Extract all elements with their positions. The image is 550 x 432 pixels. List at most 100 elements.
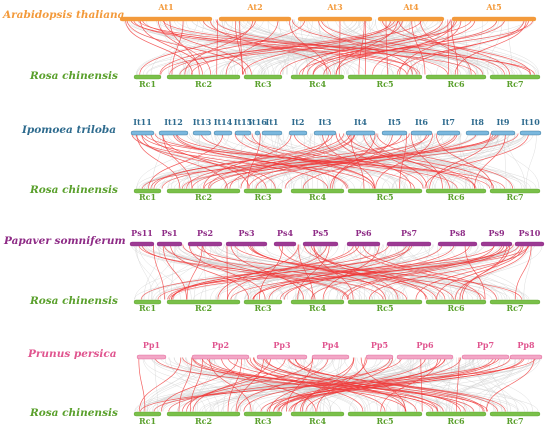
chromosome-bar-it8 [465, 130, 490, 136]
highlighted-link [141, 133, 228, 189]
highlighted-link [253, 244, 443, 300]
highlighted-link [215, 19, 448, 75]
chromosome-label-ps11: Ps11 [131, 228, 153, 238]
background-link [173, 19, 335, 75]
background-link [143, 244, 161, 300]
background-link [317, 244, 391, 300]
highlighted-link [225, 19, 279, 75]
highlighted-link [350, 133, 365, 189]
chromosome-bar-at5 [451, 16, 537, 22]
highlighted-link [209, 19, 331, 75]
background-link [135, 357, 393, 412]
background-link [351, 133, 527, 189]
background-link [171, 244, 175, 300]
chromosome-label-rc1: Rc1 [139, 303, 156, 313]
background-link [268, 244, 516, 300]
chromosome-bar-rc5 [347, 411, 423, 417]
chromosome-bar-it13 [192, 130, 212, 136]
highlighted-link [435, 133, 493, 189]
highlighted-link [341, 244, 495, 300]
highlighted-link [209, 133, 477, 189]
chromosome-bar-rc3 [243, 411, 283, 417]
background-link [397, 357, 414, 412]
chromosome-bar-rc7 [489, 299, 541, 305]
background-link [507, 19, 513, 75]
highlighted-link [310, 244, 503, 300]
highlighted-link [191, 133, 430, 189]
background-link [525, 133, 537, 189]
highlighted-link [234, 19, 243, 75]
chromosome-label-ps5: Ps5 [312, 228, 328, 238]
background-link [247, 244, 367, 300]
background-link [168, 19, 185, 75]
chromosome-bar-it5 [381, 130, 408, 136]
background-link [213, 357, 331, 412]
chromosome-bar-rc2 [166, 188, 241, 194]
highlighted-link [486, 357, 535, 412]
background-link [196, 357, 216, 412]
highlighted-link [322, 244, 380, 300]
highlighted-link [163, 244, 350, 300]
chromosome-bar-it4 [345, 130, 376, 136]
chromosome-label-rc1: Rc1 [139, 416, 156, 426]
highlighted-link [278, 244, 386, 300]
background-link [155, 244, 397, 300]
background-link [374, 19, 419, 75]
background-link [189, 244, 311, 300]
background-link [428, 357, 466, 412]
chromosome-label-ps7: Ps7 [401, 228, 417, 238]
highlighted-link [141, 133, 374, 189]
highlighted-link [362, 244, 497, 300]
chromosome-label-ps2: Ps2 [197, 228, 213, 238]
background-link [392, 133, 534, 189]
background-link [143, 357, 208, 412]
chromosome-bar-ps9 [480, 241, 513, 247]
chromosome-label-ps10: Ps10 [519, 228, 541, 238]
background-link [134, 244, 225, 300]
background-link [327, 19, 393, 75]
chromosome-bar-rc5 [347, 299, 423, 305]
chromosome-label-rc3: Rc3 [254, 303, 272, 313]
background-link [381, 19, 498, 75]
highlighted-link [336, 19, 398, 75]
chromosome-bar-it11 [130, 130, 155, 136]
background-link [328, 244, 387, 300]
background-link [479, 357, 516, 412]
chromosome-bar-pp1 [136, 354, 167, 360]
highlighted-link [368, 244, 529, 300]
background-link [181, 133, 267, 189]
background-link [143, 357, 262, 412]
highlighted-link [322, 133, 376, 189]
background-link [142, 357, 206, 412]
highlighted-link [291, 19, 483, 75]
chromosome-label-rc2: Rc2 [195, 192, 212, 202]
background-link [432, 133, 500, 189]
highlighted-link [320, 19, 505, 75]
chromosome-bar-at1 [119, 16, 213, 22]
chromosome-label-rc2: Rc2 [195, 416, 212, 426]
background-link [134, 244, 434, 300]
highlighted-link [281, 357, 446, 412]
chromosome-bar-pp4 [311, 354, 350, 360]
chromosome-label-it14: It14 [214, 117, 233, 127]
highlighted-link [126, 19, 247, 75]
highlighted-link [229, 133, 356, 189]
chromosome-label-pp7: Pp7 [477, 340, 494, 350]
chromosome-bar-pp2 [191, 354, 250, 360]
highlighted-link [415, 244, 522, 300]
chromosome-label-it7: It7 [442, 117, 455, 127]
background-link [402, 357, 422, 412]
chromosome-bar-rc1 [133, 188, 162, 194]
highlighted-link [335, 133, 412, 189]
highlighted-link [186, 244, 203, 300]
chromosome-label-rc7: Rc7 [506, 416, 523, 426]
background-link [203, 244, 207, 300]
highlighted-link [381, 19, 531, 75]
chromosome-bar-rc1 [133, 74, 162, 80]
chromosome-label-at2: At2 [246, 2, 262, 12]
background-link [436, 19, 499, 75]
highlighted-link [302, 19, 403, 75]
chromosome-label-rc4: Rc4 [309, 79, 327, 89]
background-link [214, 19, 413, 75]
highlighted-link [178, 357, 193, 412]
